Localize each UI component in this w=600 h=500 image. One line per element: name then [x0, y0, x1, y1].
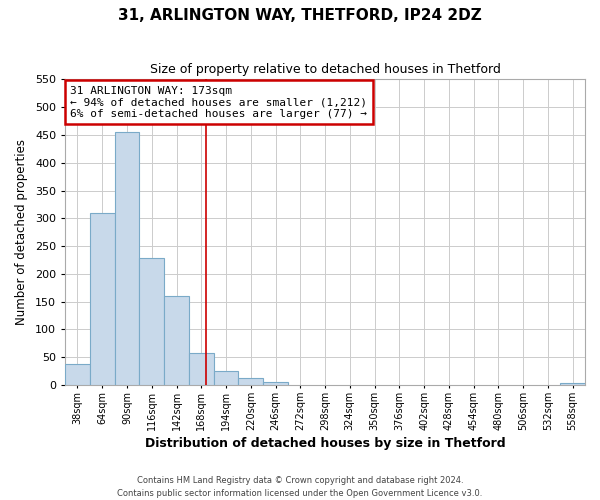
Bar [65, 364, 90, 385]
Text: 31, ARLINGTON WAY, THETFORD, IP24 2DZ: 31, ARLINGTON WAY, THETFORD, IP24 2DZ [118, 8, 482, 22]
Bar [115, 132, 139, 385]
X-axis label: Distribution of detached houses by size in Thetford: Distribution of detached houses by size … [145, 437, 505, 450]
Text: Contains HM Land Registry data © Crown copyright and database right 2024.
Contai: Contains HM Land Registry data © Crown c… [118, 476, 482, 498]
Bar [560, 384, 585, 385]
Bar [90, 213, 115, 385]
Text: 31 ARLINGTON WAY: 173sqm
← 94% of detached houses are smaller (1,212)
6% of semi: 31 ARLINGTON WAY: 173sqm ← 94% of detach… [70, 86, 367, 119]
Title: Size of property relative to detached houses in Thetford: Size of property relative to detached ho… [149, 62, 500, 76]
Bar [263, 382, 288, 385]
Y-axis label: Number of detached properties: Number of detached properties [15, 139, 28, 325]
Bar [164, 296, 189, 385]
Bar [139, 258, 164, 385]
Bar [214, 370, 238, 385]
Bar [238, 378, 263, 385]
Bar [189, 354, 214, 385]
